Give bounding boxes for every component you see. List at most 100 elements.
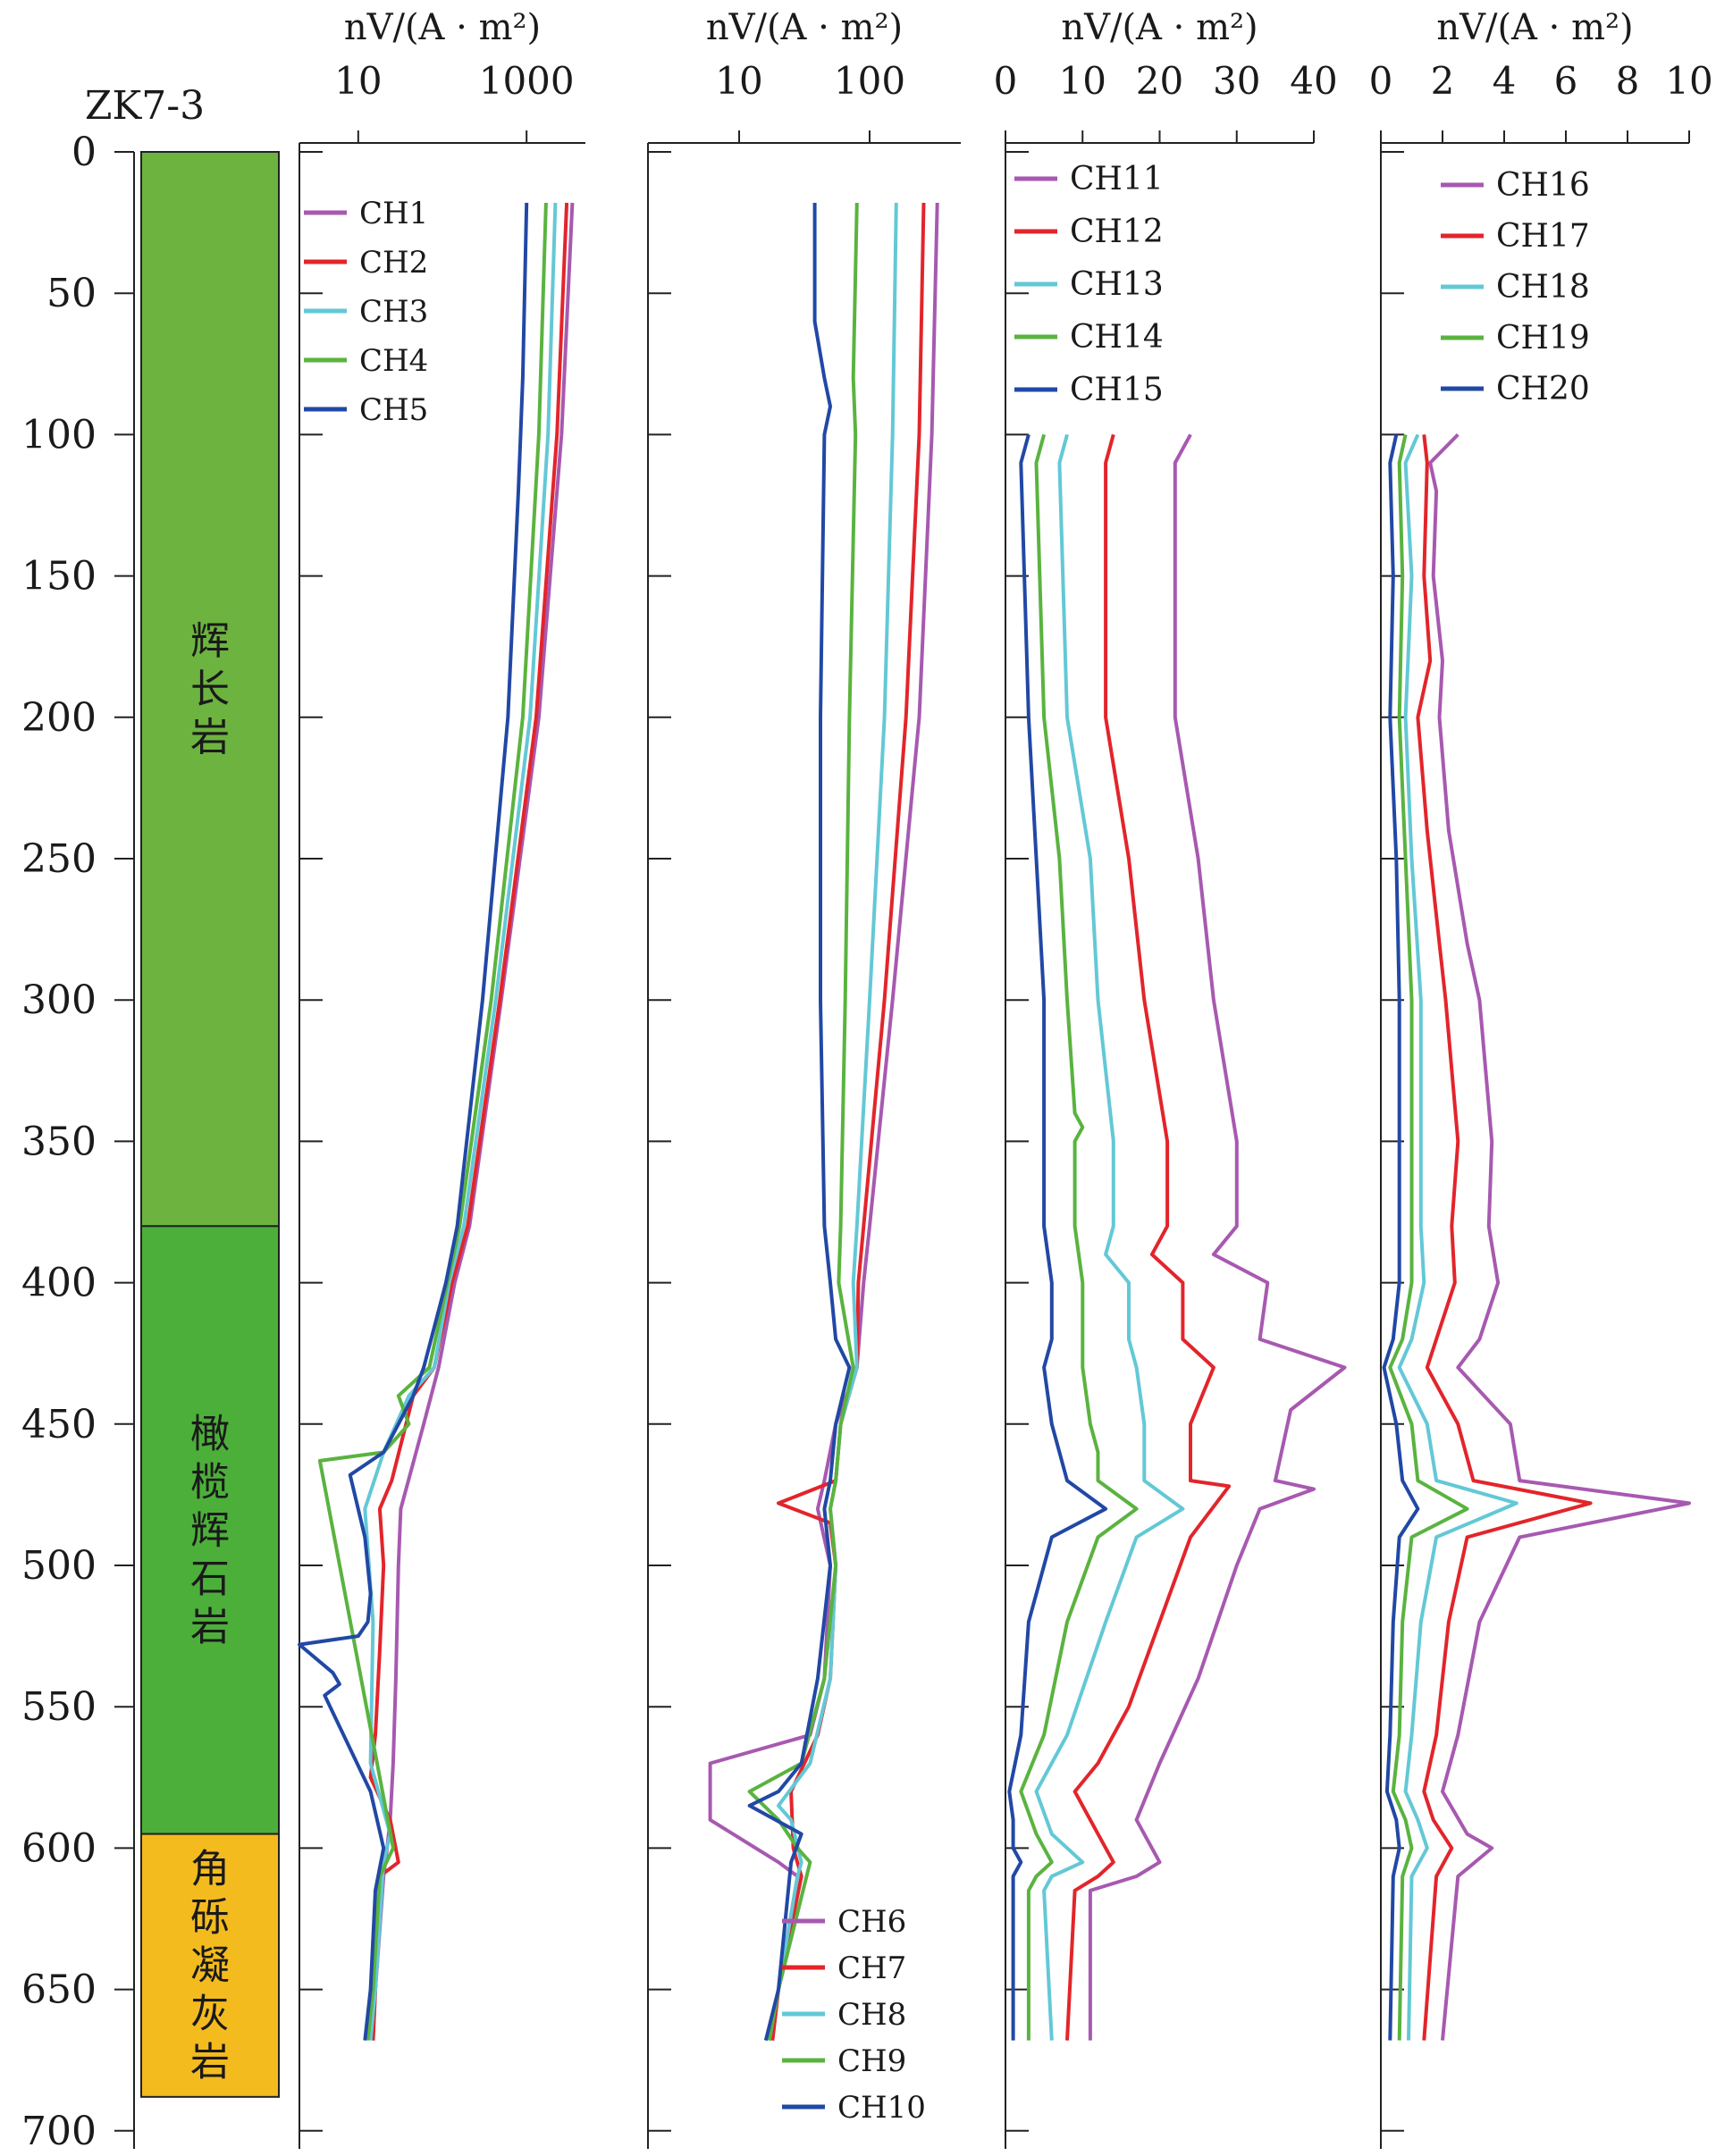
x-tick-label: 10	[334, 59, 382, 103]
x-tick-label: 0	[994, 59, 1018, 103]
lithology-label-char: 凝	[190, 1943, 230, 1989]
series-line-ch8	[767, 202, 898, 2041]
lithology-label-char: 角	[190, 1847, 230, 1892]
depth-tick-label: 550	[21, 1684, 97, 1730]
lithology-label-char: 榄	[190, 1459, 230, 1505]
lithology-label-char: 长	[190, 667, 230, 712]
axis-unit-label: nV/(A · m²)	[1061, 7, 1258, 48]
legend-label: CH7	[837, 1950, 906, 1986]
series-line-ch4	[317, 202, 548, 2041]
lithology-label-char: 岩	[190, 1604, 230, 1649]
lithology-label-char: 灰	[190, 1992, 230, 2037]
x-tick-label: 2	[1431, 59, 1455, 103]
legend: CH11 CH12 CH13 CH14 CH15	[1014, 161, 1164, 408]
axis-unit-label: nV/(A · m²)	[1436, 7, 1633, 48]
x-tick-label: 10	[715, 59, 762, 103]
depth-tick-label: 600	[21, 1825, 97, 1871]
borehole-label: ZK7-3	[85, 83, 205, 129]
x-tick-label: 1000	[479, 59, 575, 103]
log-panel-1: nV/(A · m²) 10 1000 CH1 CH2 CH3 CH4 CH5	[298, 7, 585, 2149]
series-line-ch6	[708, 202, 939, 2041]
series-line-ch12	[1065, 433, 1232, 2041]
x-tick-label: 30	[1213, 59, 1260, 103]
lithology-label: 橄榄辉石岩	[190, 1411, 230, 1649]
depth-tick-label: 300	[21, 977, 97, 1023]
legend-label: CH9	[837, 2043, 906, 2079]
series-line-ch20	[1382, 433, 1420, 2041]
x-tick-label: 4	[1493, 59, 1517, 103]
legend-label: CH3	[359, 294, 428, 330]
legend-label: CH20	[1496, 371, 1590, 407]
lithology-label: 辉长岩	[190, 618, 230, 760]
depth-tick-label: 200	[21, 695, 97, 741]
x-tick-label: 100	[834, 59, 905, 103]
depth-tick-label: 150	[21, 554, 97, 600]
depth-tick-label: 500	[21, 1543, 97, 1589]
legend-label: CH5	[359, 392, 428, 428]
legend-label: CH14	[1070, 319, 1164, 356]
lithology-label-char: 岩	[190, 2040, 230, 2085]
series-line-ch19	[1388, 433, 1469, 2041]
axis-unit-label: nV/(A · m²)	[344, 7, 541, 48]
lithology-label-char: 橄	[190, 1411, 230, 1456]
lithology-label: 角砾凝灰岩	[190, 1847, 230, 2085]
legend-label: CH4	[359, 343, 428, 379]
series-line-ch7	[770, 202, 926, 2041]
legend-label: CH11	[1070, 161, 1164, 197]
series-line-ch18	[1397, 433, 1518, 2041]
series-line-ch9	[747, 202, 859, 2041]
depth-tick-label: 400	[21, 1261, 97, 1306]
depth-tick-label: 0	[72, 130, 97, 175]
depth-tick-label: 100	[21, 412, 97, 457]
series-line-ch3	[363, 202, 558, 2041]
x-tick-label: 6	[1554, 59, 1578, 103]
depth-tick-label: 250	[21, 836, 97, 882]
depth-tick-label: 650	[21, 1967, 97, 2013]
lithology-label-char: 辉	[190, 618, 230, 664]
lithology-label-char: 砾	[190, 1895, 230, 1941]
legend: CH1 CH2 CH3 CH4 CH5	[304, 196, 428, 428]
depth-tick-label: 450	[21, 1402, 97, 1447]
legend-label: CH10	[837, 2090, 926, 2126]
lithology-label-char: 辉	[190, 1507, 230, 1553]
legend-label: CH17	[1496, 218, 1590, 255]
series-line-ch17	[1416, 434, 1593, 2041]
log-panel-3: nV/(A · m²) 0 10 20 30 40 CH11 CH12 CH13 CH14 CH15	[994, 7, 1347, 2149]
log-panel-2: nV/(A · m²) 10 100 CH6 CH7 CH8 CH9 CH10	[647, 7, 961, 2149]
lithology-unit	[140, 151, 280, 1228]
lithology-label-char: 岩	[190, 715, 230, 760]
x-tick-label: 20	[1136, 59, 1183, 103]
legend-label: CH12	[1070, 214, 1164, 250]
axis-unit-label: nV/(A · m²)	[706, 7, 903, 48]
legend-label: CH6	[837, 1904, 906, 1940]
legend-label: CH15	[1070, 372, 1164, 408]
legend: CH16 CH17 CH18 CH19 CH20	[1441, 167, 1590, 407]
series-line-ch5	[298, 202, 529, 2041]
depth-axis: 0 50 100 150 200 250 300 350 400 450 500 550 600 650 7…	[21, 130, 135, 2154]
depth-tick-label: 700	[21, 2109, 97, 2154]
series-line-ch14	[1019, 433, 1139, 2041]
log-panel-4: nV/(A · m²) 0 2 4 6 8 10 CH16 CH17 CH18 CH19 CH20	[1369, 7, 1713, 2149]
legend-label: CH19	[1496, 320, 1590, 357]
series-line-ch15	[1007, 433, 1108, 2041]
legend-label: CH18	[1496, 269, 1590, 306]
series-line-ch10	[747, 203, 852, 2042]
legend-label: CH16	[1496, 167, 1590, 204]
x-tick-label: 40	[1290, 59, 1337, 103]
legend-label: CH8	[837, 1997, 906, 2033]
legend: CH6 CH7 CH8 CH9 CH10	[782, 1904, 926, 2126]
lithology-unit	[140, 1833, 280, 2098]
x-tick-label: 10	[1665, 59, 1712, 103]
x-tick-label: 8	[1616, 59, 1640, 103]
series-line-ch13	[1034, 433, 1185, 2041]
legend-label: CH2	[359, 245, 428, 281]
series-line-ch11	[1088, 433, 1347, 2041]
depth-tick-label: 50	[46, 271, 97, 316]
lithology-label-char: 石	[190, 1556, 230, 1601]
x-tick-label: 10	[1059, 59, 1106, 103]
series-line-ch2	[368, 202, 569, 2041]
x-tick-label: 0	[1369, 59, 1393, 103]
